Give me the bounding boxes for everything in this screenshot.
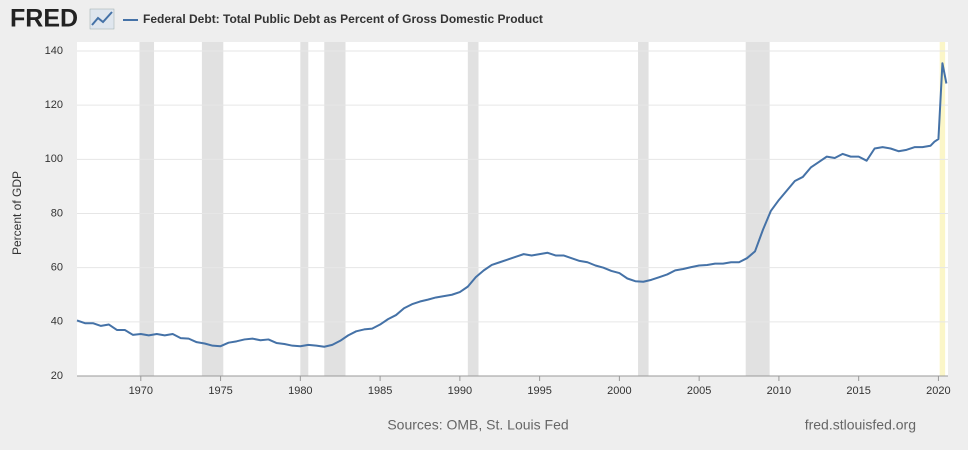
y-tick-label: 60 xyxy=(51,262,63,274)
legend-label: Federal Debt: Total Public Debt as Perce… xyxy=(143,12,543,26)
y-tick-label: 120 xyxy=(45,99,63,111)
highlight-band xyxy=(939,42,946,376)
recession-band xyxy=(300,42,309,376)
x-tick-label: 2015 xyxy=(846,385,870,397)
y-tick-label: 40 xyxy=(51,316,63,328)
x-tick-label: 1990 xyxy=(448,385,472,397)
x-tick-label: 2020 xyxy=(926,385,950,397)
y-tick-label: 80 xyxy=(51,207,63,219)
recession-band xyxy=(467,42,479,376)
y-tick-label: 100 xyxy=(45,153,63,165)
logo: FRED xyxy=(10,5,78,33)
x-tick-label: 1970 xyxy=(129,385,153,397)
series-line xyxy=(76,62,948,348)
recession-band xyxy=(324,42,346,376)
logo-icon xyxy=(89,8,115,30)
y-tick-label: 20 xyxy=(51,370,63,382)
recession-band xyxy=(139,42,155,376)
y-axis-label: Percent of GDP xyxy=(10,171,24,255)
x-tick-label: 1995 xyxy=(527,385,551,397)
x-tick-label: 2005 xyxy=(687,385,711,397)
recession-band xyxy=(201,42,224,376)
x-tick-label: 1980 xyxy=(288,385,312,397)
recession-band xyxy=(745,42,770,376)
x-tick-label: 2000 xyxy=(607,385,631,397)
source: Sources: OMB, St. Louis Fed xyxy=(387,417,568,433)
recession-band xyxy=(638,42,649,376)
x-tick-label: 1985 xyxy=(368,385,392,397)
x-tick-label: 1975 xyxy=(208,385,232,397)
x-tick-label: 2010 xyxy=(767,385,791,397)
url: fred.stlouisfed.org xyxy=(805,417,916,433)
y-tick-label: 140 xyxy=(45,45,63,57)
